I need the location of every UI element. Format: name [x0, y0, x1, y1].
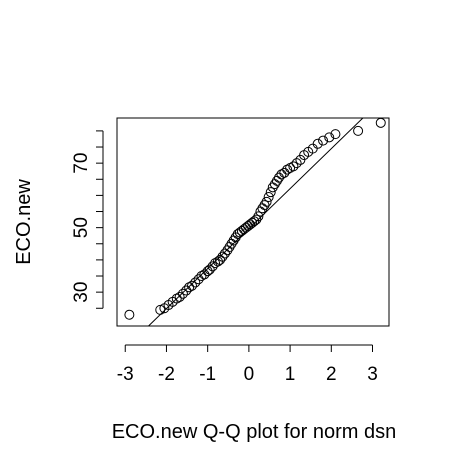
x-tick-label: 1: [285, 364, 296, 385]
data-point: [251, 214, 262, 225]
data-point: [253, 211, 264, 222]
data-point: [318, 135, 329, 146]
data-point: [279, 167, 290, 178]
data-point: [196, 271, 207, 282]
data-point: [269, 179, 280, 190]
data-points: [124, 117, 386, 320]
x-tick-label: 2: [326, 364, 337, 385]
data-point: [177, 288, 188, 299]
data-point: [291, 158, 302, 169]
data-point: [263, 192, 274, 203]
y-axis-label: ECO.new: [13, 179, 35, 265]
data-point: [204, 264, 215, 275]
data-point: [330, 129, 341, 140]
y-tick-label: 70: [71, 153, 92, 174]
y-axis: 30 50 70: [71, 130, 104, 309]
data-point: [276, 169, 287, 180]
data-point: [282, 164, 293, 175]
data-point: [271, 175, 282, 186]
data-point: [353, 125, 364, 136]
data-point: [261, 196, 272, 207]
data-point: [193, 274, 204, 285]
x-tick-label: 0: [244, 364, 255, 385]
x-axis-label: ECO.new Q-Q plot for norm dsn: [112, 421, 397, 443]
data-point: [226, 238, 237, 249]
plot-frame-group: [116, 117, 390, 327]
data-point: [174, 291, 185, 302]
data-point: [375, 117, 386, 128]
qq-reference-line: [148, 117, 364, 327]
data-point: [210, 258, 221, 269]
data-point: [181, 285, 192, 296]
x-tick-label: -2: [158, 364, 175, 385]
y-tick-label: 50: [71, 217, 92, 238]
y-tick-label: 30: [71, 282, 92, 303]
data-point: [124, 309, 135, 320]
data-point: [312, 138, 323, 149]
plot-frame: [116, 117, 390, 327]
data-point: [215, 254, 226, 265]
x-tick-label: -3: [117, 364, 134, 385]
data-point: [259, 200, 270, 211]
data-point: [217, 251, 228, 262]
data-point: [324, 132, 335, 143]
x-tick-label: -1: [199, 364, 216, 385]
data-point: [184, 282, 195, 293]
x-tick-label: 3: [367, 364, 378, 385]
data-point: [265, 187, 276, 198]
data-point: [257, 203, 268, 214]
data-point: [288, 161, 299, 172]
data-point: [187, 280, 198, 291]
reference-line-layer: [148, 117, 364, 327]
data-point: [171, 293, 182, 304]
data-point: [190, 277, 201, 288]
x-axis: -3 -2 -1 0 1 2 3: [117, 344, 378, 385]
